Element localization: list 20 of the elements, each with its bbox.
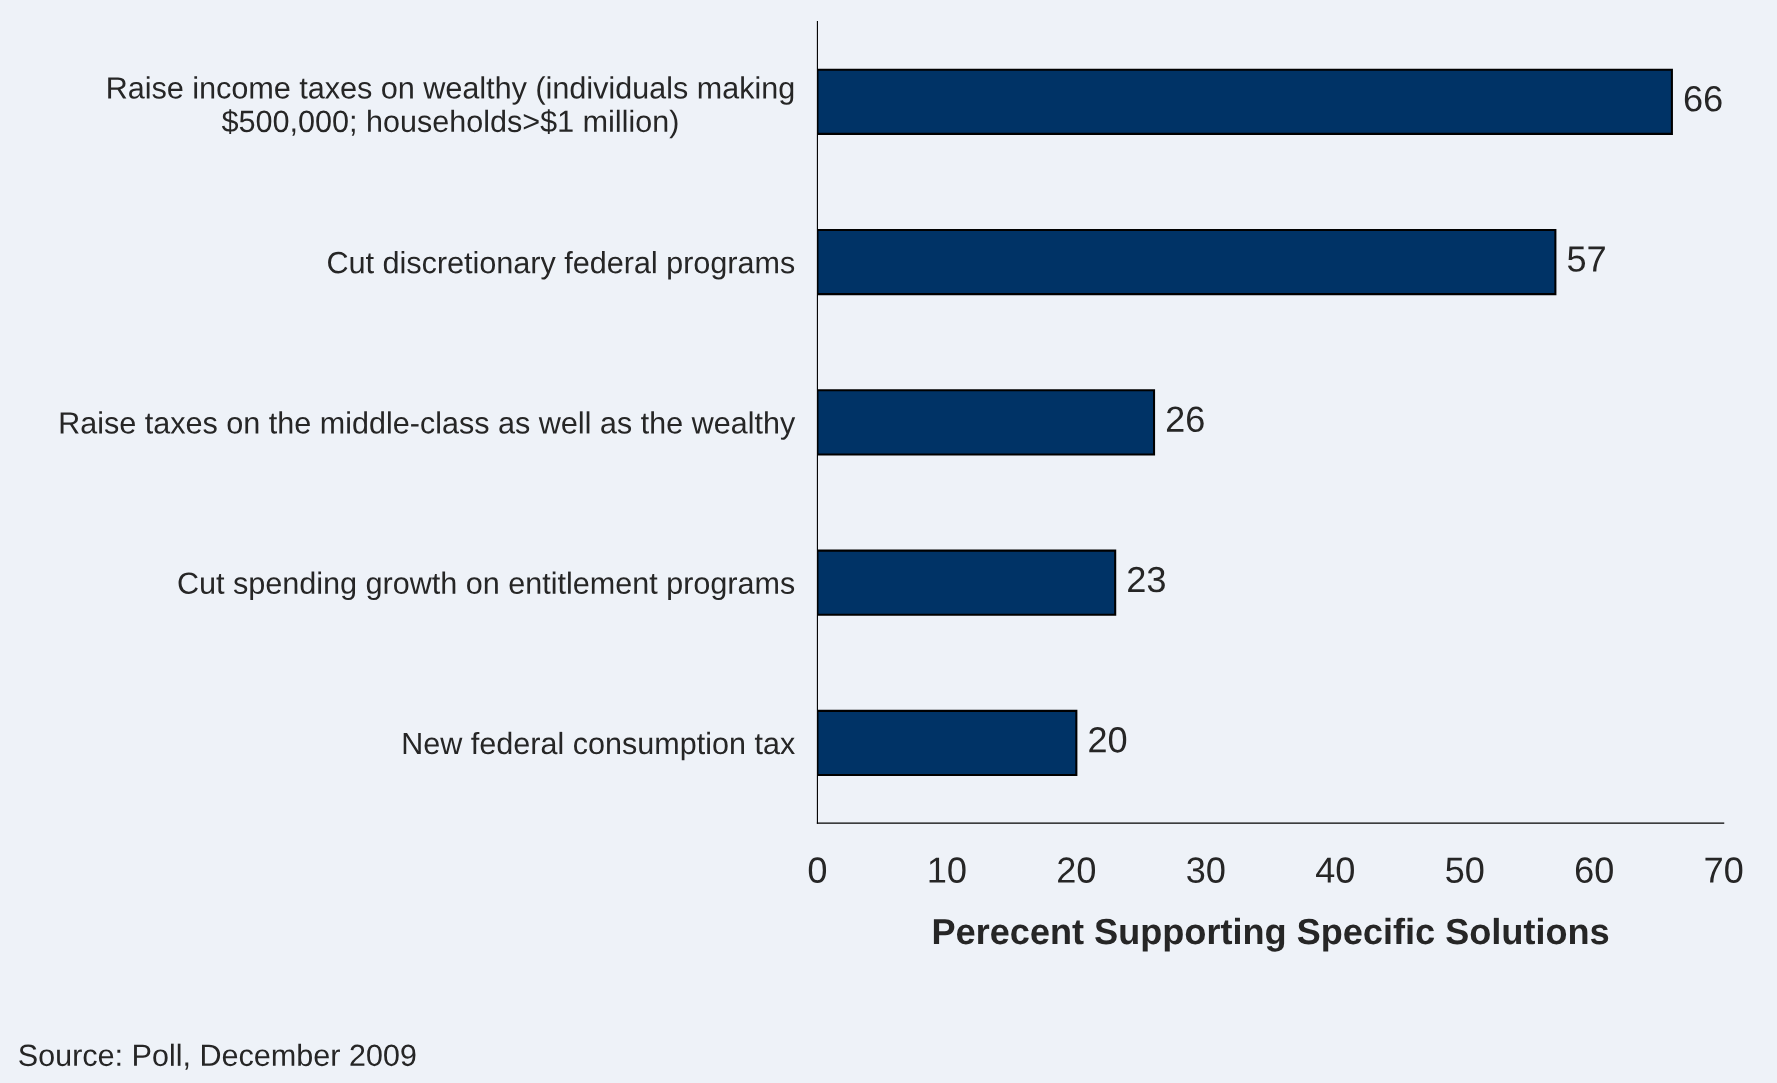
x-tick-label: 30 xyxy=(1187,857,1225,883)
y-tick-label: Cut discretionary federal programs xyxy=(328,251,795,280)
x-tick-label: 70 xyxy=(1705,857,1743,883)
data-label: 20 xyxy=(1089,727,1127,753)
data-label: 57 xyxy=(1567,246,1605,272)
x-tick-label: 50 xyxy=(1446,857,1484,883)
x-tick-label: 60 xyxy=(1575,857,1613,883)
y-tick-label: Raise income taxes on wealthy (individuals making $500,000; households>$1 million) xyxy=(108,76,794,139)
x-tick-label: 0 xyxy=(808,857,827,883)
x-tick-label: 40 xyxy=(1316,857,1354,883)
source-note: Source: Poll, December 2009 xyxy=(19,1043,416,1070)
x-axis-title: Perecent Supporting Specific Solutions xyxy=(933,917,1609,952)
y-tick-label: Raise taxes on the middle-class as well as the wealthy xyxy=(60,411,796,440)
y-tick-label: Cut spending growth on entitlement programs xyxy=(178,571,795,601)
x-tick-label: 10 xyxy=(929,857,966,883)
x-tick-label: 20 xyxy=(1058,857,1096,883)
data-label: 23 xyxy=(1128,566,1165,593)
data-label: 26 xyxy=(1166,406,1204,433)
data-label: 66 xyxy=(1684,85,1722,112)
y-tick-label: New federal consumption tax xyxy=(403,731,795,761)
